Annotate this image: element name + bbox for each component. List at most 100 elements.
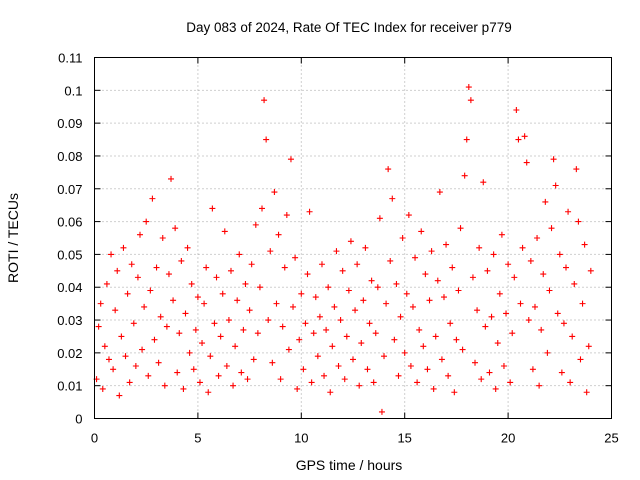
data-point — [209, 205, 216, 212]
data-point — [354, 261, 361, 268]
data-point — [165, 271, 172, 278]
data-point — [275, 231, 282, 238]
data-point — [461, 172, 468, 179]
data-point — [168, 175, 175, 182]
data-point — [259, 205, 266, 212]
data-point — [453, 336, 460, 343]
data-point — [304, 271, 311, 278]
data-point — [157, 313, 164, 320]
data-point — [457, 225, 464, 232]
axis-ticks: 0 0.01 0.02 0.03 0.04 0.05 0.06 0.07 0.08 0.09 0.1… — [57, 51, 619, 446]
data-point — [217, 333, 224, 340]
data-point — [287, 156, 294, 163]
data-point — [451, 389, 458, 396]
data-point — [577, 356, 584, 363]
data-point — [184, 244, 191, 251]
data-point — [434, 277, 441, 284]
data-point — [136, 231, 143, 238]
data-point — [418, 228, 425, 235]
y-axis-label: ROTI / TECUs — [5, 193, 21, 283]
data-point — [509, 330, 516, 337]
data-point — [488, 313, 495, 320]
data-point — [569, 333, 576, 340]
data-point — [329, 343, 336, 350]
data-point — [383, 300, 390, 307]
data-point — [244, 376, 251, 383]
data-point — [455, 287, 462, 294]
y-tick-label: 0 — [75, 412, 82, 427]
data-point — [292, 254, 299, 261]
data-point — [141, 303, 148, 310]
y-tick-label: 0.01 — [57, 379, 82, 394]
data-point — [565, 208, 572, 215]
data-point — [312, 294, 319, 301]
data-point — [124, 290, 131, 297]
y-tick-label: 0.07 — [57, 182, 82, 197]
data-point — [447, 320, 454, 327]
data-point — [238, 369, 245, 376]
data-point — [391, 336, 398, 343]
data-point — [420, 343, 427, 350]
data-point — [503, 310, 510, 317]
data-point — [170, 297, 177, 304]
data-point — [263, 136, 270, 143]
data-point — [536, 382, 543, 389]
data-point — [563, 264, 570, 271]
data-point — [443, 241, 450, 248]
data-point — [306, 208, 313, 215]
y-tick-label: 0.08 — [57, 149, 82, 164]
data-point — [385, 166, 392, 173]
data-point — [407, 362, 414, 369]
data-point — [347, 238, 354, 245]
data-point — [583, 389, 590, 396]
data-point — [422, 271, 429, 278]
data-point — [544, 349, 551, 356]
data-point — [236, 251, 243, 258]
data-point — [273, 300, 280, 307]
data-points — [93, 84, 594, 415]
data-point — [180, 385, 187, 392]
data-point — [498, 231, 505, 238]
data-point — [436, 189, 443, 196]
data-point — [496, 290, 503, 297]
data-point — [221, 228, 228, 235]
data-point — [531, 303, 538, 310]
x-tick-label: 15 — [397, 431, 411, 446]
data-point — [225, 317, 232, 324]
data-point — [525, 317, 532, 324]
data-point — [399, 235, 406, 241]
data-point — [114, 267, 121, 274]
data-point — [478, 376, 485, 383]
data-point — [424, 366, 431, 373]
data-point — [350, 356, 356, 363]
data-point — [358, 340, 365, 347]
data-point — [500, 362, 507, 369]
data-point — [126, 379, 133, 386]
data-point — [511, 274, 518, 281]
data-point — [120, 244, 127, 251]
data-point — [201, 300, 208, 307]
data-point — [393, 280, 400, 287]
data-point — [261, 97, 268, 104]
data-point — [517, 300, 524, 307]
data-point — [155, 359, 162, 366]
data-point — [513, 107, 520, 114]
data-point — [523, 159, 530, 166]
data-point — [482, 323, 489, 330]
data-point — [484, 267, 491, 274]
data-point — [560, 320, 567, 327]
data-point — [414, 379, 421, 386]
x-tick-label: 0 — [91, 431, 98, 446]
y-tick-label: 0.05 — [57, 247, 82, 262]
data-point — [139, 346, 146, 353]
data-point — [194, 294, 201, 301]
data-point — [507, 379, 514, 386]
data-point — [521, 133, 528, 140]
y-tick-label: 0.1 — [64, 83, 82, 98]
data-point — [143, 218, 150, 225]
data-point — [412, 254, 419, 261]
data-point — [540, 271, 547, 278]
data-point — [505, 261, 512, 268]
data-point — [240, 326, 247, 333]
